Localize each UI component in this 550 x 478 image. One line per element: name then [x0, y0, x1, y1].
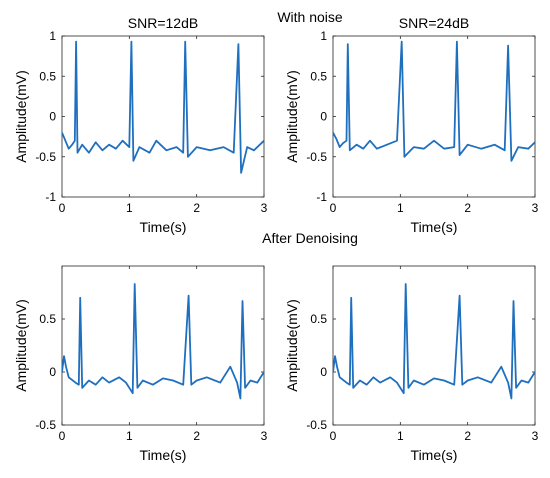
- x-axis-label: Time(s): [411, 219, 458, 235]
- x-tick-label: 2: [464, 201, 471, 215]
- ecg-series-line: [333, 40, 535, 162]
- ecg-series-line: [62, 283, 264, 400]
- y-tick-label: 0.5: [39, 69, 56, 83]
- axes-box: [332, 265, 536, 426]
- ecg-series-line: [333, 283, 535, 400]
- x-tick-label: 3: [261, 201, 268, 215]
- y-tick-label: -0.5: [306, 418, 327, 432]
- y-tick-label: -0.5: [35, 150, 56, 164]
- x-tick-label: 1: [126, 429, 133, 443]
- panel-title: SNR=24dB: [399, 15, 469, 31]
- figure-title-with-noise: With noise: [277, 9, 343, 25]
- x-tick-label: 0: [330, 429, 337, 443]
- y-tick-label: 0: [320, 110, 327, 124]
- y-tick-label: -1: [45, 190, 56, 204]
- x-axis-label: Time(s): [140, 447, 187, 463]
- y-tick-label: 0.5: [39, 312, 56, 326]
- y-tick-label: 0: [320, 365, 327, 379]
- axes-box: [61, 35, 265, 198]
- axes-box: [61, 265, 265, 426]
- y-axis-label: Amplitude(mV): [284, 299, 300, 392]
- y-tick-label: 1: [320, 29, 327, 43]
- x-tick-label: 2: [193, 429, 200, 443]
- x-tick-label: 2: [193, 201, 200, 215]
- x-tick-label: 3: [261, 429, 268, 443]
- ecg-series-line: [62, 40, 264, 174]
- y-tick-label: -0.5: [35, 418, 56, 432]
- y-axis-label: Amplitude(mV): [13, 70, 29, 163]
- y-tick-label: 0: [49, 365, 56, 379]
- y-tick-label: 0: [49, 110, 56, 124]
- x-tick-label: 2: [464, 429, 471, 443]
- x-axis-label: Time(s): [411, 447, 458, 463]
- panel-title: SNR=12dB: [128, 15, 198, 31]
- y-tick-label: -1: [316, 190, 327, 204]
- panels: 0 1 2 3-1-0.500.51Time(s)Amplitude(mV)SNR=1…: [13, 15, 539, 463]
- x-tick-label: 1: [397, 429, 404, 443]
- y-tick-label: 1: [49, 29, 56, 43]
- x-axis-label: Time(s): [140, 219, 187, 235]
- y-tick-label: 0.5: [310, 69, 327, 83]
- y-tick-label: 0.5: [310, 312, 327, 326]
- axes-box: [332, 35, 536, 198]
- x-tick-label: 0: [59, 429, 66, 443]
- x-tick-label: 3: [532, 201, 539, 215]
- x-tick-label: 3: [532, 429, 539, 443]
- y-axis-label: Amplitude(mV): [13, 299, 29, 392]
- panel-1: 0 1 2 3 -1 -0.5 0 0.5 1 Time(s) Amplitude(mV) SNR=1…: [13, 15, 268, 235]
- x-tick-label: 1: [397, 201, 404, 215]
- y-tick-label: -0.5: [306, 150, 327, 164]
- x-tick-label: 1: [126, 201, 133, 215]
- figure-title-after-denoising: After Denoising: [262, 230, 358, 246]
- y-axis-label: Amplitude(mV): [284, 70, 300, 163]
- x-tick-label: 0: [330, 201, 337, 215]
- x-tick-label: 0: [59, 201, 66, 215]
- panel-2: 0 1 2 3 -1 -0.5 0 0.5 1 Time(s) Amplitude(mV) SNR=2…: [284, 15, 539, 235]
